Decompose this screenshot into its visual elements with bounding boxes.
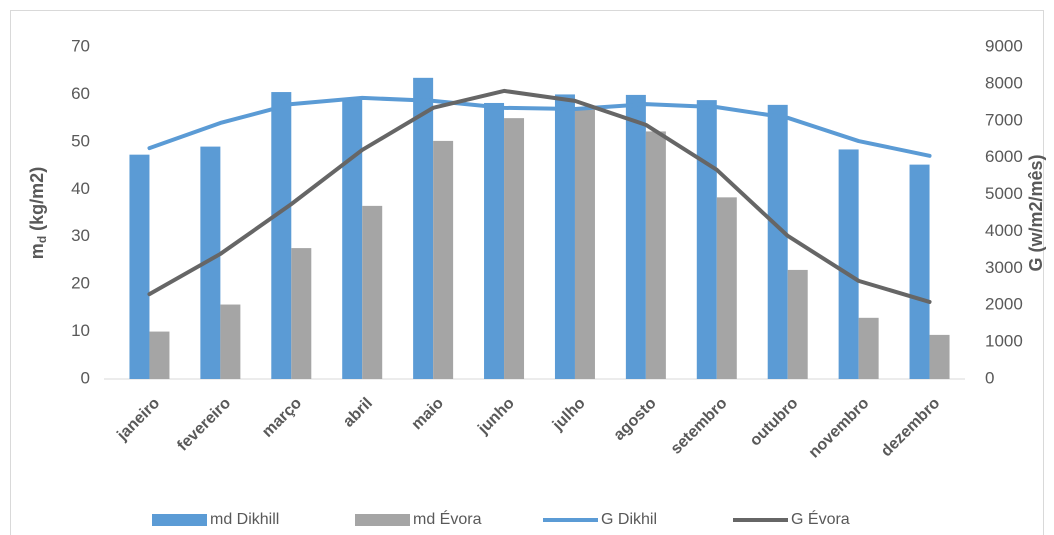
legend-label: md Dikhill xyxy=(210,511,279,528)
y2-tick-label: 1000 xyxy=(985,332,1023,351)
y-tick-label: 30 xyxy=(71,226,90,245)
chart-border xyxy=(10,10,1044,535)
x-tick-label: janeiro xyxy=(113,395,163,445)
y-tick-label: 50 xyxy=(71,131,90,150)
x-tick-label: maio xyxy=(409,395,448,434)
y-tick-label: 20 xyxy=(71,274,90,293)
y2-axis-label: G (w/m2/mês) xyxy=(1026,154,1046,271)
y2-tick-label: 5000 xyxy=(985,184,1023,203)
bar xyxy=(220,304,241,379)
y2-tick-label: 4000 xyxy=(985,221,1023,240)
bar xyxy=(787,269,808,379)
legend-label: G Dikhil xyxy=(601,511,657,528)
legend-label: G Évora xyxy=(791,509,850,528)
y-tick-label: 0 xyxy=(81,368,90,387)
x-tick-label: outubro xyxy=(747,395,802,450)
bar xyxy=(129,154,150,379)
bar xyxy=(504,118,525,380)
bar xyxy=(554,94,575,379)
bar xyxy=(767,104,788,379)
x-tick-label: novembro xyxy=(806,395,873,462)
x-tick-label: março xyxy=(259,395,305,441)
y2-tick-label: 6000 xyxy=(985,147,1023,166)
bar xyxy=(342,98,363,380)
x-tick-label: abril xyxy=(340,395,376,431)
y-tick-label: 10 xyxy=(71,321,90,340)
y2-tick-label: 7000 xyxy=(985,110,1023,129)
line-series xyxy=(147,95,932,158)
y2-tick-label: 3000 xyxy=(985,258,1023,277)
bar xyxy=(433,140,454,379)
bar xyxy=(696,100,717,380)
y-tick-label: 40 xyxy=(71,179,90,198)
x-tick-label: agosto xyxy=(611,395,660,444)
bar xyxy=(484,102,505,380)
legend-swatch xyxy=(152,514,207,526)
y-tick-label: 70 xyxy=(71,36,90,55)
bar xyxy=(716,197,737,379)
bar xyxy=(625,94,646,379)
bar xyxy=(574,109,595,379)
x-tick-label: dezembro xyxy=(878,395,944,461)
y-tick-label: 60 xyxy=(71,84,90,103)
bar xyxy=(413,77,434,379)
y2-tick-label: 8000 xyxy=(985,73,1023,92)
bar xyxy=(291,248,312,379)
y-axis-label: md (kg/m2) xyxy=(27,167,49,259)
y2-tick-label: 9000 xyxy=(985,36,1023,55)
bar xyxy=(362,205,383,379)
legend-label: md Évora xyxy=(413,509,482,528)
bar xyxy=(645,131,666,379)
bar xyxy=(929,334,950,379)
legend-swatch xyxy=(355,514,410,526)
x-tick-label: fevereiro xyxy=(174,395,234,455)
bar xyxy=(271,92,292,380)
bar xyxy=(909,164,930,379)
line-series xyxy=(147,88,932,304)
y2-tick-label: 2000 xyxy=(985,295,1023,314)
bar xyxy=(858,317,879,379)
x-tick-label: julho xyxy=(549,395,589,435)
x-tick-label: setembro xyxy=(668,395,731,458)
y2-tick-label: 0 xyxy=(985,368,994,387)
x-tick-label: junho xyxy=(474,395,518,439)
bar xyxy=(149,331,170,379)
bar xyxy=(200,146,221,379)
bar xyxy=(838,149,859,379)
